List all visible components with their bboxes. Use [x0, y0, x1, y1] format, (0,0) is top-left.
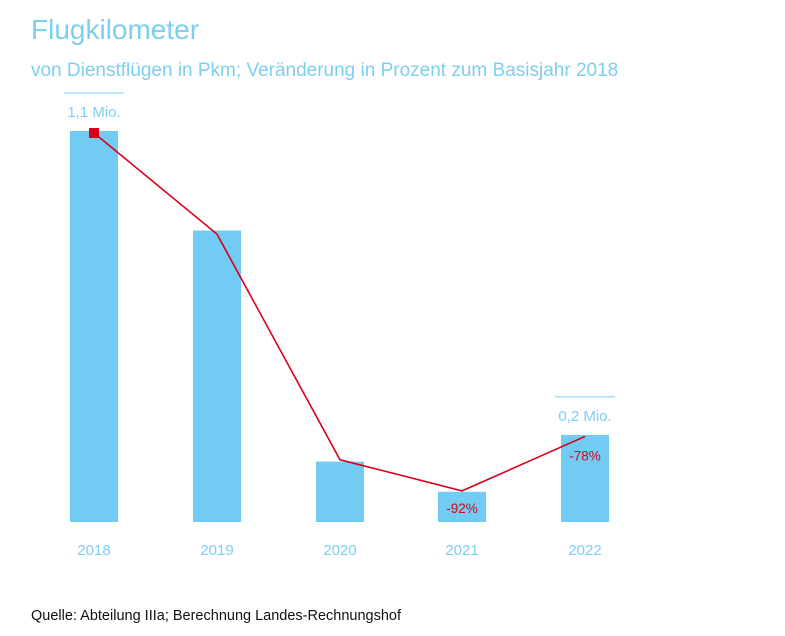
bar-2019 — [193, 230, 241, 522]
x-tick-label-2018: 2018 — [77, 542, 110, 559]
change-line — [93, 132, 586, 492]
chart-subtitle: von Dienstflügen in Pkm; Veränderung in … — [31, 60, 619, 81]
bar-value-label-2018: 1,1 Mio. — [67, 104, 120, 121]
x-tick-label-2022: 2022 — [568, 542, 601, 559]
x-tick-label-2020: 2020 — [323, 542, 356, 559]
bar-2021 — [438, 491, 486, 522]
x-tick-label-2021: 2021 — [445, 542, 478, 559]
bar-2018 — [70, 131, 118, 522]
bar-value-label-2022: 0,2 Mio. — [558, 408, 611, 425]
x-tick-label-2019: 2019 — [200, 542, 233, 559]
bar-2020 — [316, 461, 364, 522]
bar-2022 — [561, 434, 609, 522]
bar-line-chart: 2018 2019 2020 2021 2022 1,1 Mio. 0,2 Mio. -92%… — [64, 92, 615, 559]
base-marker-2018 — [89, 128, 99, 138]
percent-label-2021: -92% — [446, 501, 478, 516]
percent-label-2022: -78% — [569, 448, 601, 463]
chart-title: Flugkilometer — [31, 14, 200, 45]
source-note: Quelle: Abteilung IIIa; Berechnung Lande… — [31, 608, 402, 624]
